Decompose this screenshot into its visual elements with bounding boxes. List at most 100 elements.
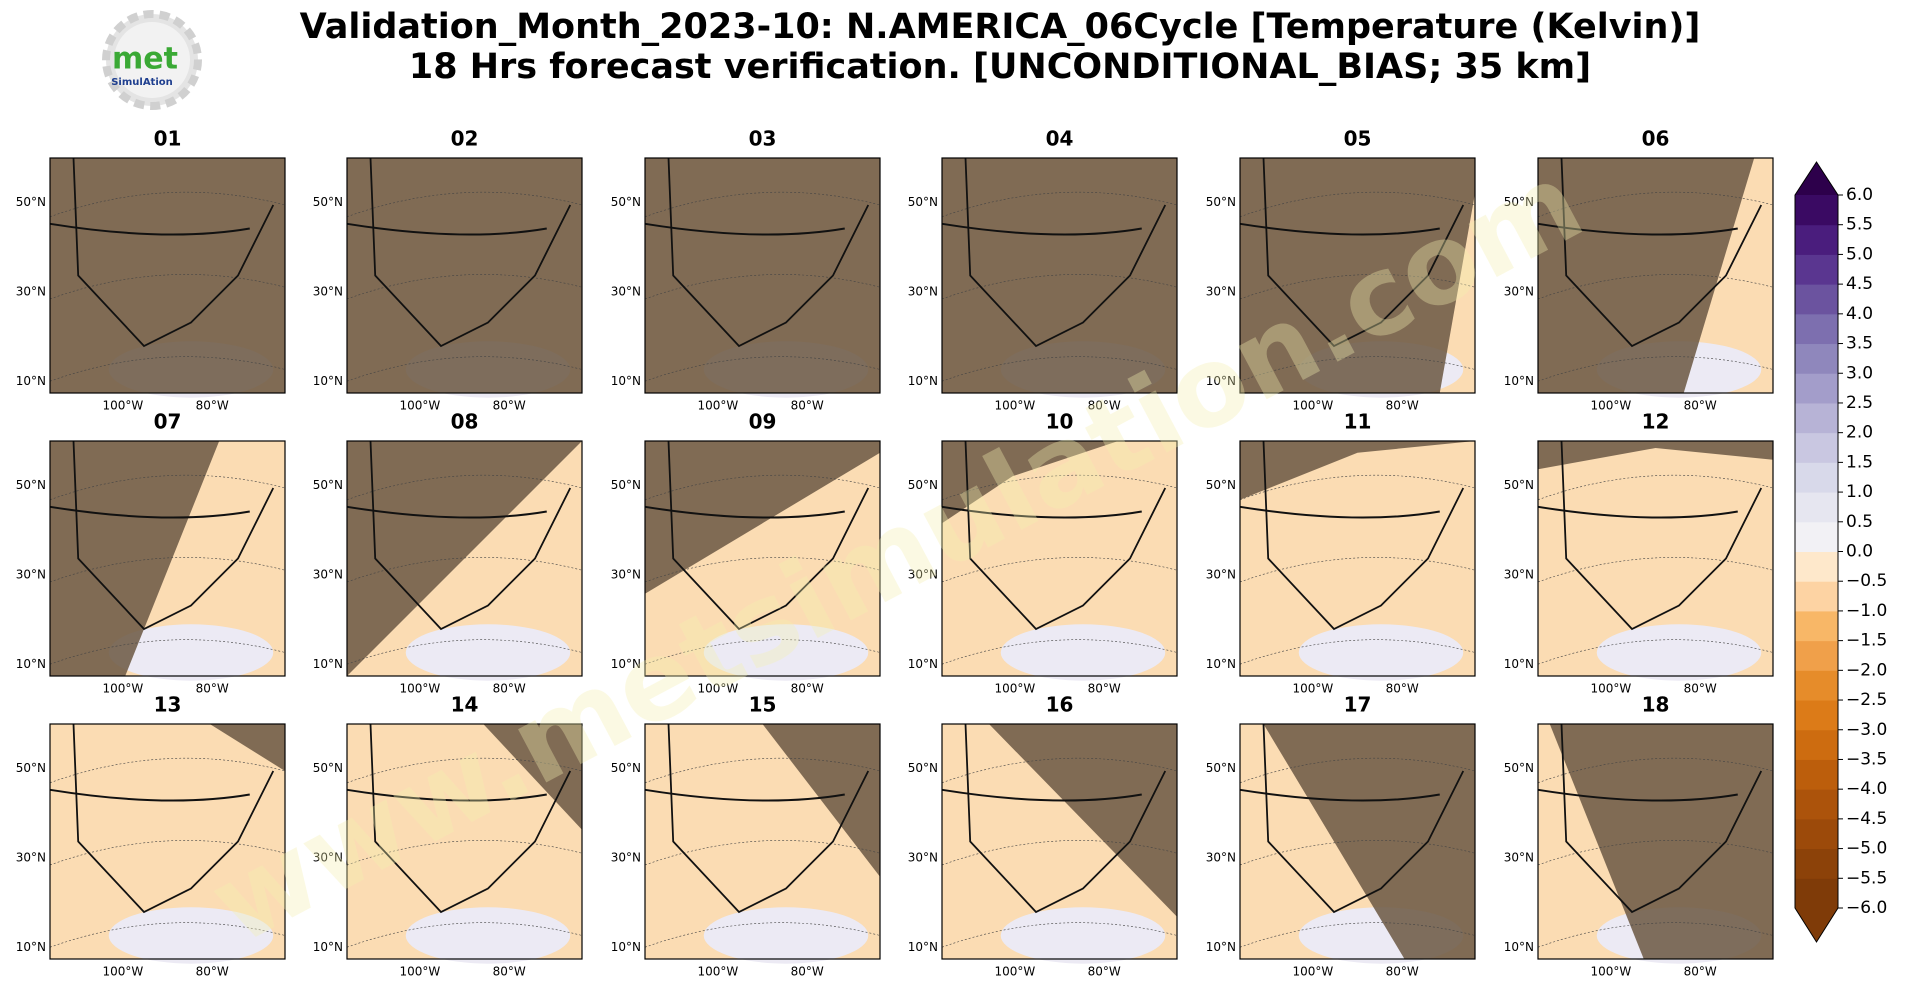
title-line: 18 Hrs forecast verification. [UNCONDITI… [409, 47, 1591, 87]
border-line [1239, 222, 1440, 236]
colorbar-tick-label: −4.5 [1846, 809, 1887, 829]
night-shading [209, 724, 285, 771]
graticule [1537, 274, 1774, 300]
lat-label: 50°N [611, 761, 641, 775]
lat-label: 30°N [908, 567, 938, 581]
colorbar-tick-label: −3.5 [1846, 749, 1887, 769]
graticule [346, 840, 583, 866]
title-line: Validation_Month_2023-10: N.AMERICA_06Cy… [300, 7, 1701, 47]
colorbar-tick-label: −3.0 [1846, 720, 1887, 740]
color-bin [1795, 848, 1838, 879]
color-bin [1795, 878, 1838, 909]
lon-label: 80°W [493, 399, 526, 413]
lon-label: 100°W [399, 682, 440, 696]
graticule [1537, 922, 1774, 948]
lat-label: 30°N [1206, 567, 1236, 581]
lat-label: 30°N [1504, 850, 1534, 864]
night-shading [942, 441, 1119, 524]
lat-label: 10°N [908, 657, 938, 671]
coastline [1262, 440, 1465, 631]
coastline [667, 723, 870, 914]
colorbar-tick-label: 3.0 [1846, 363, 1873, 383]
graticule [644, 639, 881, 665]
lat-label: 50°N [16, 761, 46, 775]
coastline [964, 440, 1167, 631]
map-frame [644, 440, 881, 677]
colorbar-tick-label: −6.0 [1846, 898, 1887, 918]
lat-label: 10°N [1504, 940, 1534, 954]
ocean-area [1596, 624, 1762, 681]
graticule [644, 922, 881, 948]
panel-title: 10 [1046, 410, 1074, 434]
map-panel: 15 50°N 30°N 10°N 100°W 80°W [611, 693, 881, 979]
colorbar-tick-label: 3.5 [1846, 334, 1873, 354]
panel-title: 13 [154, 693, 182, 717]
map-panel: 03 50°N 30°N 10°N 100°W 80°W [611, 127, 881, 413]
lon-label: 80°W [791, 682, 824, 696]
lon-label: 80°W [1386, 399, 1419, 413]
lon-label: 100°W [399, 399, 440, 413]
map-frame [346, 157, 583, 394]
graticule [49, 922, 286, 948]
lat-label: 10°N [611, 940, 641, 954]
panel-title: 12 [1642, 410, 1670, 434]
panel-title: 18 [1642, 693, 1670, 717]
graticule [941, 922, 1178, 948]
map-panel: 02 50°N 30°N 10°N 100°W 80°W [313, 127, 583, 413]
lat-label: 30°N [16, 284, 46, 298]
graticule [1239, 356, 1476, 382]
border-line [941, 788, 1142, 802]
colorbar-tick-label: 2.0 [1846, 423, 1873, 443]
coastline [72, 440, 275, 631]
night-shading [1240, 441, 1475, 500]
night-shading [1538, 158, 1755, 393]
lon-label: 80°W [791, 399, 824, 413]
lat-label: 10°N [1206, 657, 1236, 671]
colorbar: −6.0 −5.5 −5.0 −4.5 −4.0 −3.5 −3.0 −2.5 −2.0 −1.5… [1794, 161, 1887, 943]
coastline [667, 440, 870, 631]
color-bin [1795, 670, 1838, 701]
lat-label: 30°N [313, 284, 343, 298]
coastline [964, 723, 1167, 914]
graticule [1239, 474, 1476, 501]
colorbar-tick-label: 1.5 [1846, 452, 1873, 472]
panel-title: 15 [749, 693, 777, 717]
map-panel: 13 50°N 30°N 10°N 100°W 80°W [16, 693, 286, 979]
map-panel: 16 50°N 30°N 10°N 100°W 80°W [908, 693, 1178, 979]
color-bin [1795, 224, 1838, 255]
color-bin [1795, 521, 1838, 552]
lat-label: 30°N [313, 850, 343, 864]
panel-title: 11 [1344, 410, 1372, 434]
lat-label: 50°N [611, 478, 641, 492]
panel-title: 16 [1046, 693, 1074, 717]
colorbar-tick-label: 4.5 [1846, 274, 1873, 294]
coastline [72, 723, 275, 914]
lon-label: 80°W [1684, 399, 1717, 413]
ocean-area [1298, 624, 1464, 681]
graticule [1239, 922, 1476, 948]
lon-label: 100°W [1590, 965, 1631, 979]
graticule [644, 274, 881, 300]
lon-label: 80°W [196, 965, 229, 979]
panel-title: 02 [451, 127, 479, 151]
graticule [49, 557, 286, 583]
lon-label: 80°W [1088, 965, 1121, 979]
graticule [49, 639, 286, 665]
lat-label: 30°N [16, 567, 46, 581]
panel-title: 05 [1344, 127, 1372, 151]
night-shading [1549, 724, 1773, 959]
color-bin [1795, 700, 1838, 731]
coastline [369, 723, 572, 914]
lat-label: 10°N [908, 940, 938, 954]
ocean-area [1000, 624, 1166, 681]
map-frame [644, 157, 881, 394]
colorbar-tick-label: 5.5 [1846, 215, 1873, 235]
map-panel: 09 50°N 30°N 10°N 100°W 80°W [611, 410, 881, 696]
lat-label: 10°N [313, 940, 343, 954]
lat-label: 30°N [16, 850, 46, 864]
ocean-area [405, 907, 571, 964]
graticule [49, 474, 286, 501]
graticule [644, 191, 881, 218]
night-shading [347, 158, 582, 393]
graticule [346, 474, 583, 501]
